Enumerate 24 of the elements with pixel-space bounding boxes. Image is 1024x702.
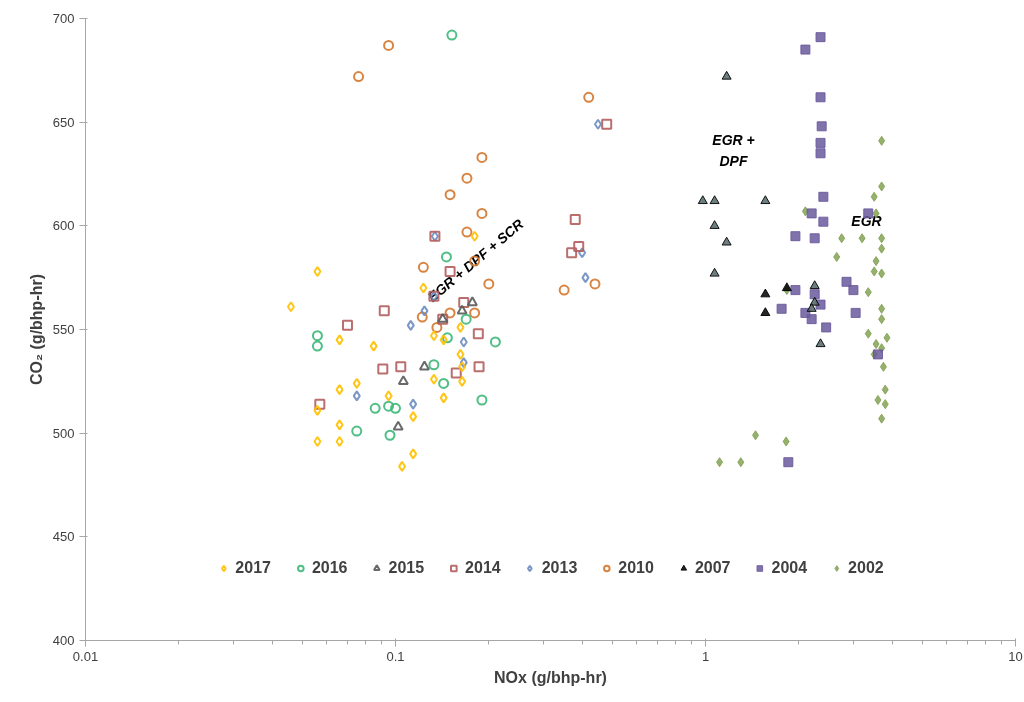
annotation: EGR [851, 212, 883, 229]
y-tick-label: 600 [52, 218, 75, 234]
x-tick-label: 0.1 [386, 648, 405, 664]
x-tick-label: 0.01 [72, 648, 99, 664]
legend-label: 2004 [771, 559, 808, 577]
legend-label: 2016 [311, 559, 348, 577]
legend-label: 2010 [618, 559, 654, 577]
legend-label: 2007 [694, 559, 731, 577]
y-tick-label: 550 [52, 322, 75, 337]
annotation: EGR + DPF [712, 132, 755, 169]
x-tick-label: 1 [701, 648, 710, 664]
y-tick-label: 400 [52, 633, 75, 648]
y-tick-label: 450 [52, 529, 75, 545]
legend-label: 2015 [388, 559, 425, 577]
y-tick-label: 650 [52, 114, 75, 130]
y-tick-label: 500 [52, 425, 75, 441]
x-axis-title: NOx (g/bhp-hr) [494, 668, 607, 686]
x-tick-label: 10 [1008, 648, 1023, 664]
legend-label: 2013 [541, 559, 578, 577]
y-axis-title: CO₂ (g/bhp-hr) [27, 273, 45, 386]
legend-label: 2014 [465, 559, 501, 577]
legend-label: 2002 [848, 559, 884, 577]
y-tick-label: 700 [52, 11, 75, 26]
legend-label: 2017 [235, 559, 271, 577]
